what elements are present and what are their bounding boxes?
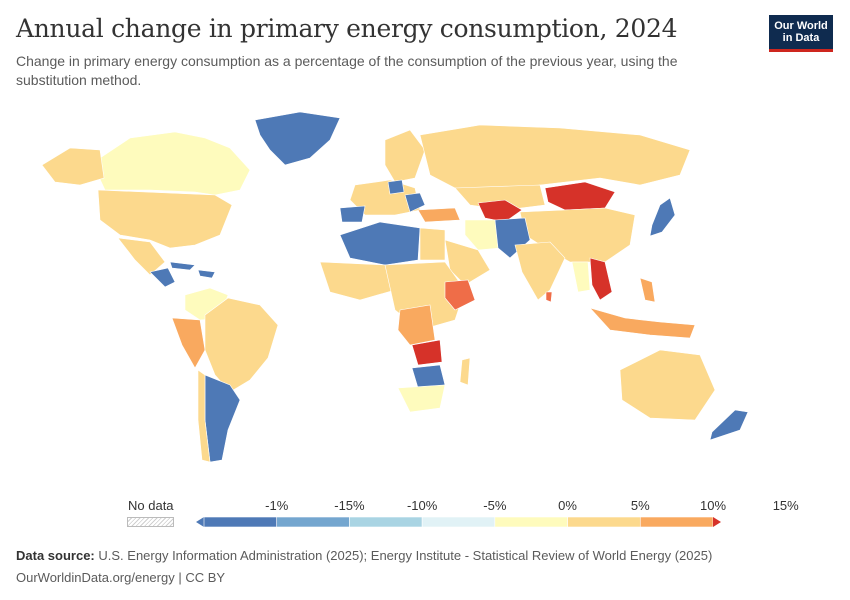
region-japan[interactable] [649,197,676,237]
legend-bin[interactable] [421,516,496,528]
legend-color-bar [196,516,721,528]
legend-bin[interactable] [276,516,350,528]
region-west-africa[interactable] [319,261,396,301]
legend-tick-label: -5% [483,498,507,513]
region-russia[interactable] [419,124,691,193]
region-madagascar[interactable] [459,357,471,386]
data-source-text: U.S. Energy Information Administration (… [98,548,713,563]
region-sri-lanka[interactable] [545,291,553,303]
world-map [41,111,749,463]
legend-tick-label: -10% [406,498,438,513]
region-central-america[interactable] [149,267,176,288]
region-turkey[interactable] [417,207,461,223]
legend-tick-label: -15% [334,498,365,513]
logo-line-1: Our World [774,20,828,32]
region-north-africa[interactable] [339,221,421,266]
region-drc[interactable] [397,304,436,346]
region-india[interactable] [514,241,566,301]
region-arabia[interactable] [444,239,491,286]
region-central-asia-red[interactable] [477,199,523,223]
region-zambia[interactable] [411,339,443,366]
legend-tick-label: 10% [699,498,727,513]
chart-title: Annual change in primary energy consumpt… [16,14,678,43]
owid-logo[interactable]: Our World in Data [769,15,833,52]
legend-bin[interactable] [567,516,641,528]
region-mongolia[interactable] [544,181,616,211]
region-germany[interactable] [387,179,405,195]
footer-url[interactable]: OurWorldinData.org/energy | CC BY [16,570,226,585]
region-kazakhstan[interactable] [454,184,546,211]
legend-tick-label: 15% [772,498,799,513]
region-philippines[interactable] [639,277,656,303]
region-mexico[interactable] [117,237,166,276]
data-source: Data source: U.S. Energy Information Adm… [16,548,712,563]
legend-bin[interactable] [349,516,423,528]
legend-no-data-swatch [127,517,174,527]
region-new-zealand[interactable] [709,409,749,441]
region-iberia[interactable] [339,205,366,223]
region-south-africa[interactable] [397,384,446,413]
legend-bin[interactable] [494,516,568,528]
legend-tick-label: -1% [265,498,289,513]
region-australia[interactable] [619,349,716,421]
region-greenland[interactable] [254,111,341,166]
legend-tick-label: 0% [558,498,577,513]
region-scandinavia[interactable] [384,129,426,183]
region-vietnam-laos[interactable] [589,257,613,301]
legend-bin[interactable] [639,516,714,528]
legend-tick-label: 5% [630,498,650,513]
region-caribbean[interactable] [197,269,216,279]
region-alaska[interactable] [41,147,105,186]
region-thailand[interactable] [571,261,591,293]
region-mozambique-zimbabwe[interactable] [411,364,446,389]
region-iran[interactable] [464,219,501,251]
region-indonesia[interactable] [589,307,696,339]
legend-bin[interactable] [203,516,278,528]
legend-arrow-left [196,517,204,527]
region-egypt[interactable] [419,227,446,261]
region-ethiopia[interactable] [444,279,476,311]
region-chile[interactable] [197,369,211,463]
legend-no-data-label: No data [128,498,174,513]
region-usa[interactable] [97,189,233,249]
region-cuba[interactable] [169,261,196,271]
chart-subtitle: Change in primary energy consumption as … [16,53,678,88]
data-source-label: Data source: [16,548,95,563]
logo-line-2: in Data [782,32,820,44]
legend-arrow-right [713,517,721,527]
region-balkans[interactable] [404,192,426,213]
region-peru[interactable] [171,317,206,369]
region-brazil[interactable] [204,297,279,393]
region-canada[interactable] [97,131,251,196]
